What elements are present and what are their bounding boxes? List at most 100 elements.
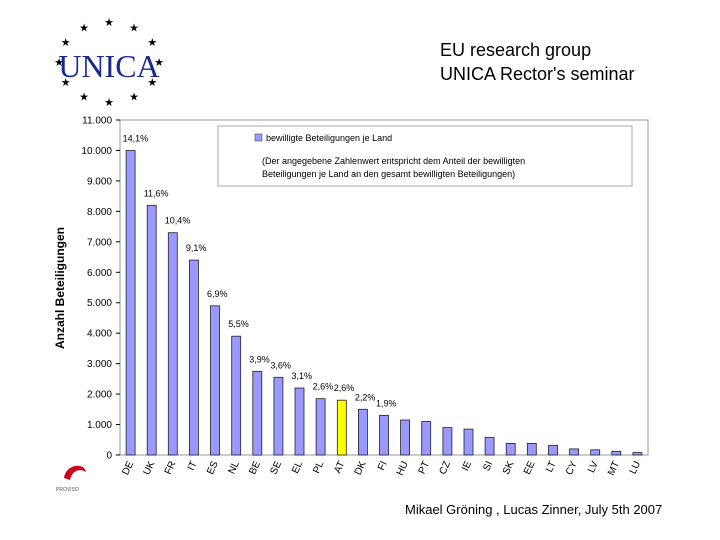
bar <box>442 427 453 456</box>
logo-star-icon: ★ <box>79 92 89 104</box>
y-tick-label: 9.000 <box>87 176 112 187</box>
y-tick-label: 0 <box>106 451 112 462</box>
x-tick-label: PL <box>311 459 326 475</box>
x-tick-label: HU <box>395 460 411 478</box>
bar <box>569 448 579 456</box>
x-tick-label: IE <box>460 459 474 473</box>
data-label: 2,2% <box>355 392 376 402</box>
data-label: 10,4% <box>165 216 191 226</box>
bar <box>526 442 537 456</box>
legend-note-line-2: Beteiligungen je Land an den gesamt bewi… <box>262 169 515 179</box>
data-label: 14,1% <box>123 134 149 144</box>
bar <box>315 398 326 456</box>
x-tick-label: NL <box>227 459 243 476</box>
data-label: 3,1% <box>292 371 313 381</box>
chart-bars: 14,1%11,6%10,4%9,1%6,9%5,5%3,9%3,6%3,1%2… <box>123 134 643 456</box>
page-title: EU research group UNICA Rector's seminar <box>440 38 634 86</box>
bar <box>357 408 368 456</box>
y-tick-label: 8.000 <box>87 207 112 218</box>
logo-star-icon: ★ <box>147 37 157 49</box>
x-tick-label: DE <box>120 459 136 477</box>
proviso-logo-text: PROVISO <box>56 487 79 493</box>
y-tick-label: 7.000 <box>87 237 112 248</box>
y-tick-label: 1.000 <box>87 420 112 431</box>
legend-note-line-1: (Der angegebene Zahlenwert entspricht de… <box>262 156 525 166</box>
bar <box>231 335 242 456</box>
x-tick-label: MT <box>606 460 622 478</box>
data-label: 2,6% <box>313 382 334 392</box>
x-tick-label: SK <box>501 459 517 476</box>
x-tick-label: UK <box>142 459 158 477</box>
bar <box>210 305 220 456</box>
y-tick-label: 10.000 <box>81 146 112 157</box>
footer-credit: Mikael Gröning , Lucas Zinner, July 5th … <box>405 502 663 517</box>
chart-legend: bewilligte Beteiligungen je Land (Der an… <box>217 125 633 187</box>
bar <box>484 436 495 456</box>
star-ring-icon: ★ ★ ★ ★ ★ ★ ★ ★ ★ ★ ★ ★ <box>54 17 164 109</box>
legend-series-label: bewilligte Beteiligungen je Land <box>266 133 392 143</box>
data-label: 9,1% <box>186 243 207 253</box>
x-tick-label: AT <box>332 460 347 476</box>
bar <box>273 376 284 456</box>
x-tick-label: CY <box>564 459 580 477</box>
x-tick-label: SE <box>269 459 285 476</box>
x-tick-label: FR <box>163 460 179 477</box>
proviso-swirl-icon <box>64 465 86 480</box>
x-tick-label: DK <box>353 459 369 477</box>
x-tick-label: ES <box>205 459 221 476</box>
bar <box>125 150 136 456</box>
bar <box>463 428 474 456</box>
logo-star-icon: ★ <box>104 97 114 109</box>
bar <box>505 442 516 456</box>
bar <box>632 452 643 456</box>
x-tick-label: BE <box>247 459 263 476</box>
bar <box>252 370 263 456</box>
logo-star-icon: ★ <box>61 37 71 49</box>
data-label: 1,9% <box>376 398 397 408</box>
data-label: 11,6% <box>144 188 169 198</box>
bar <box>379 414 389 456</box>
data-label: 5,5% <box>228 319 249 329</box>
bar <box>167 232 178 456</box>
y-axis-label: Anzahl Beteiligungen <box>53 227 67 349</box>
y-tick-label: 5.000 <box>87 298 112 309</box>
bar <box>548 444 558 456</box>
logo-star-icon: ★ <box>54 57 64 69</box>
x-tick-label: LV <box>586 459 601 474</box>
y-tick-label: 11.000 <box>82 116 112 127</box>
legend-swatch <box>254 133 263 142</box>
data-label: 3,9% <box>249 354 270 364</box>
bar <box>611 450 622 456</box>
data-label: 6,9% <box>207 289 228 299</box>
logo-star-icon: ★ <box>61 77 71 89</box>
bar <box>294 387 305 456</box>
bar <box>421 421 432 456</box>
title-line-1: EU research group <box>440 40 592 60</box>
x-tick-label: LT <box>544 460 559 475</box>
data-label: 3,6% <box>270 360 291 370</box>
x-tick-label: CZ <box>437 460 453 477</box>
y-tick-label: 6.000 <box>87 268 112 279</box>
x-tick-label: EE <box>522 459 538 476</box>
bar <box>590 449 601 456</box>
x-tick-label: LU <box>628 460 643 476</box>
x-tick-label: SI <box>481 460 495 473</box>
title-line-2: UNICA Rector's seminar <box>440 64 635 84</box>
proviso-logo: PROVISO <box>56 465 86 493</box>
x-tick-label: EL <box>290 459 305 475</box>
legend-box <box>217 125 633 187</box>
bar <box>146 204 157 456</box>
logo-star-icon: ★ <box>79 22 89 34</box>
bar-chart: 0 1.000 2.000 3.000 4.000 5.000 6.000 7.000 8.00… <box>53 116 649 478</box>
y-tick-label: 2.000 <box>87 390 112 401</box>
logo-text: UNICA <box>58 48 159 84</box>
bar <box>336 399 347 456</box>
logo-star-icon: ★ <box>104 17 114 29</box>
x-tick-label: FI <box>376 460 390 473</box>
bar <box>188 259 199 456</box>
bar <box>400 419 411 456</box>
y-tick-label: 4.000 <box>87 329 112 340</box>
logo-star-icon: ★ <box>147 77 157 89</box>
unica-logo: ★ ★ ★ ★ ★ ★ ★ ★ ★ ★ ★ ★ UNICA <box>54 17 164 109</box>
logo-star-icon: ★ <box>129 92 139 104</box>
